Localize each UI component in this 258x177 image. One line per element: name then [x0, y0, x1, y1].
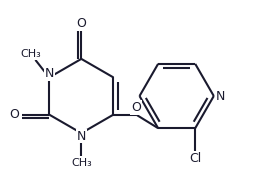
Text: N: N — [44, 67, 54, 80]
Text: N: N — [77, 130, 86, 143]
Text: Cl: Cl — [189, 152, 201, 165]
Text: CH₃: CH₃ — [71, 158, 92, 168]
Text: O: O — [9, 108, 19, 121]
Text: O: O — [131, 101, 141, 114]
Text: CH₃: CH₃ — [20, 49, 41, 59]
Text: O: O — [76, 17, 86, 30]
Text: N: N — [216, 90, 225, 102]
